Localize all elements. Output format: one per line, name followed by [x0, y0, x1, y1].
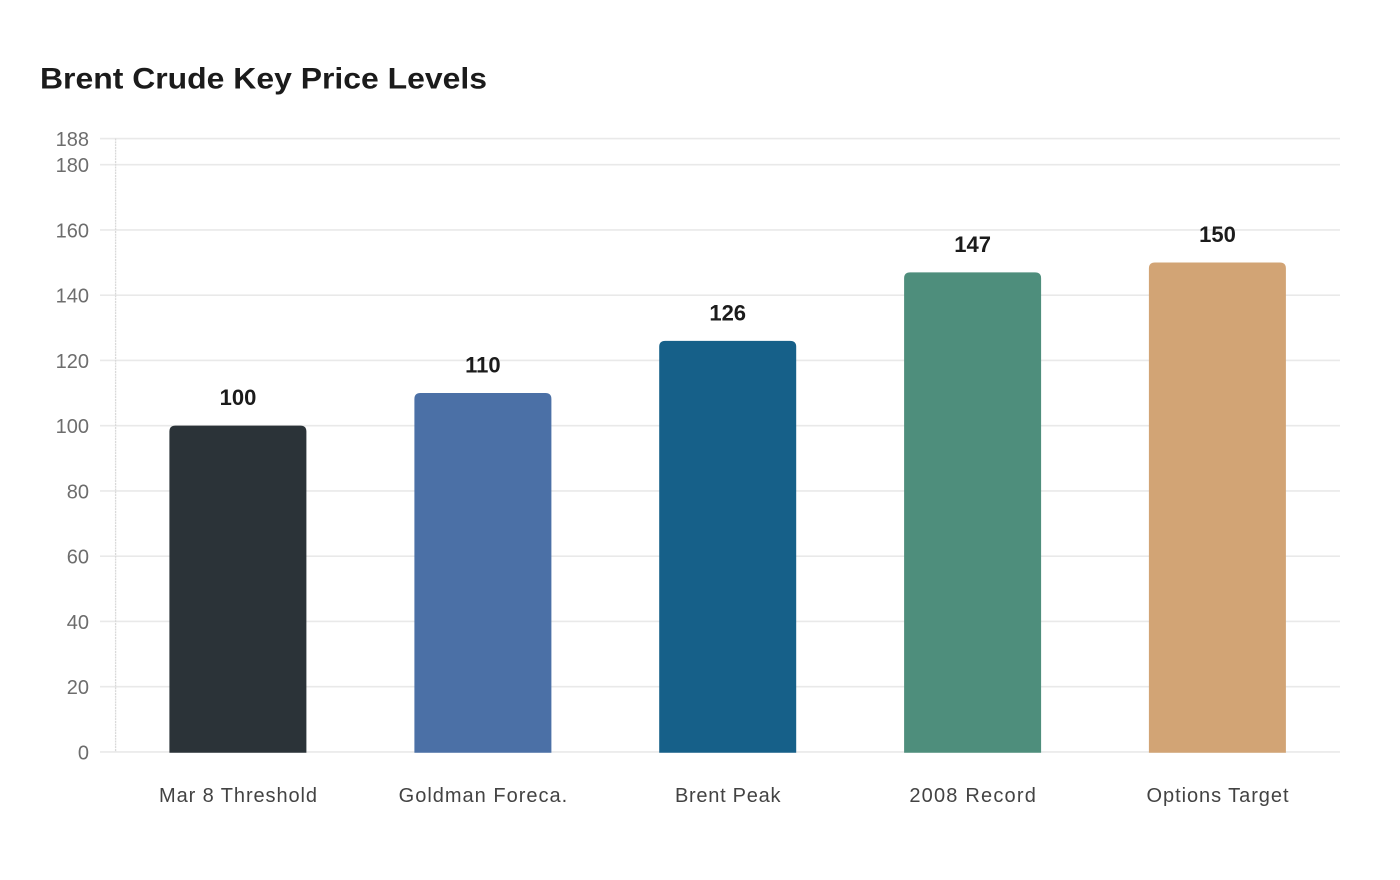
svg-text:Mar 8 Threshold: Mar 8 Threshold	[159, 785, 317, 807]
svg-text:100: 100	[56, 416, 89, 438]
svg-text:140: 140	[56, 286, 89, 308]
svg-text:Brent Peak: Brent Peak	[675, 785, 782, 807]
svg-text:20: 20	[67, 677, 89, 699]
svg-text:Options Target: Options Target	[1147, 785, 1289, 807]
svg-text:160: 160	[56, 220, 89, 242]
svg-text:Goldman Foreca.: Goldman Foreca.	[399, 785, 568, 807]
svg-text:110: 110	[465, 353, 501, 378]
svg-text:80: 80	[67, 481, 89, 503]
svg-text:126: 126	[709, 300, 746, 325]
svg-text:180: 180	[56, 155, 89, 177]
svg-text:147: 147	[954, 232, 991, 257]
svg-text:Brent Crude Key Price Levels: Brent Crude Key Price Levels	[40, 62, 487, 95]
svg-text:150: 150	[1199, 222, 1236, 247]
svg-text:120: 120	[56, 351, 89, 373]
svg-text:100: 100	[220, 385, 257, 410]
svg-text:0: 0	[78, 742, 89, 764]
svg-text:60: 60	[67, 547, 89, 569]
svg-text:2008 Record: 2008 Record	[909, 785, 1036, 807]
svg-text:40: 40	[67, 612, 89, 634]
svg-text:188: 188	[56, 129, 89, 151]
